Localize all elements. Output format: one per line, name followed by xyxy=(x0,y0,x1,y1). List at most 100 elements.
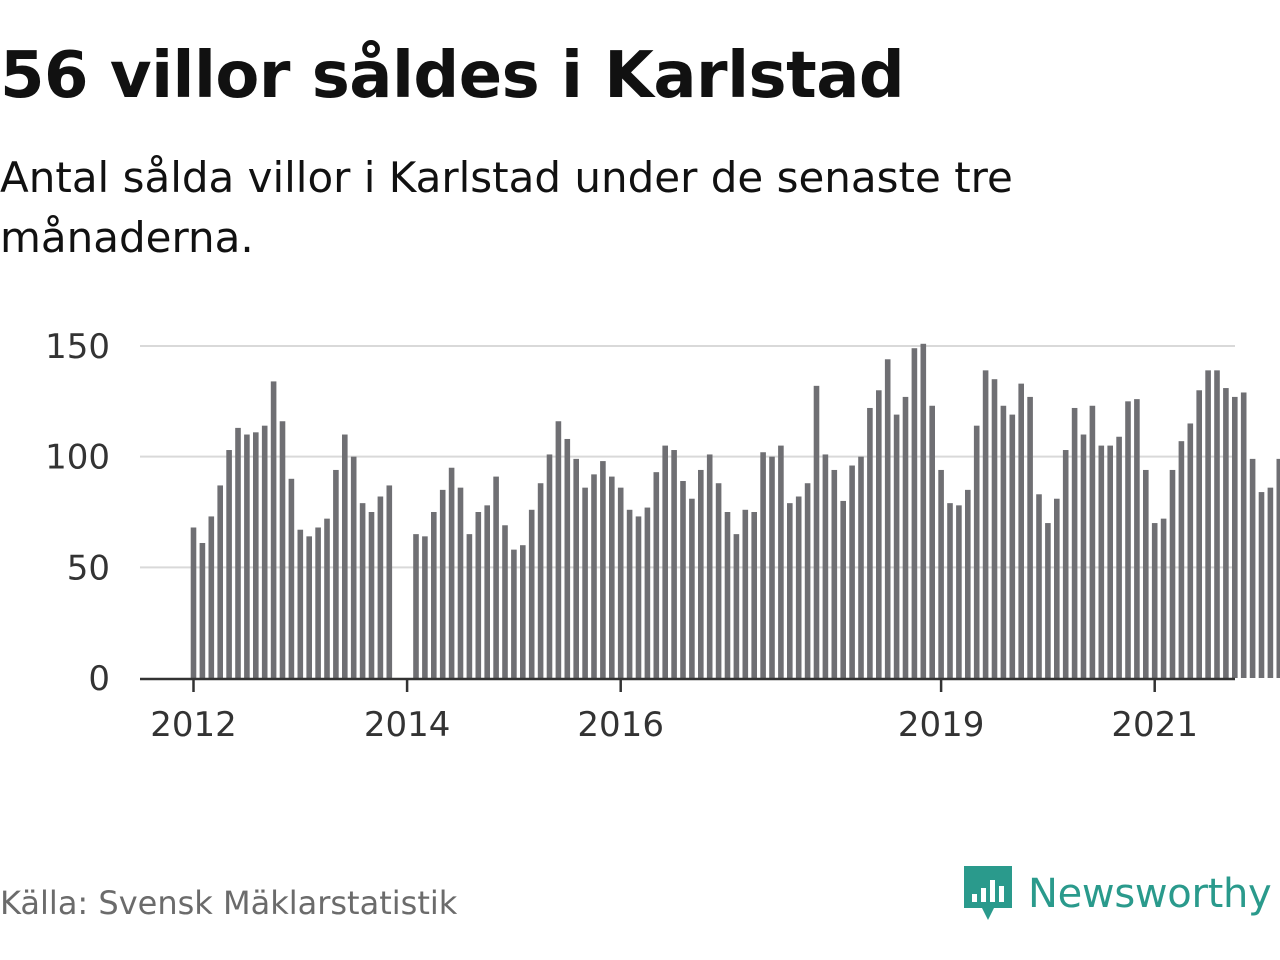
bar xyxy=(217,485,223,678)
bar xyxy=(653,472,660,678)
bar xyxy=(466,534,473,678)
bar xyxy=(1249,458,1256,678)
x-tick-label: 2019 xyxy=(898,705,985,745)
bar xyxy=(1107,445,1113,678)
bar xyxy=(502,525,508,678)
bar xyxy=(1000,405,1007,678)
bar xyxy=(689,498,695,678)
bar xyxy=(947,503,953,678)
x-tick-label: 2021 xyxy=(1111,705,1198,745)
source-note: Källa: Svensk Mäklarstatistik xyxy=(0,884,458,922)
bar xyxy=(867,407,873,678)
bar xyxy=(573,458,579,678)
bar xyxy=(324,518,330,678)
bar-chart: 050100150201220142016201920212023 56 xyxy=(45,327,1280,745)
bar xyxy=(448,467,455,678)
bar xyxy=(199,542,206,678)
x-tick-label: 2014 xyxy=(364,705,451,745)
bar xyxy=(1276,458,1280,678)
bar xyxy=(1143,469,1149,678)
axes xyxy=(140,677,1235,692)
bar xyxy=(982,370,989,678)
bar xyxy=(795,496,802,678)
bar xyxy=(297,529,304,678)
bar xyxy=(288,478,295,678)
bar xyxy=(1045,523,1051,678)
bar xyxy=(840,500,846,678)
bar xyxy=(359,503,366,678)
bar xyxy=(617,487,624,678)
tick-labels: 050100150201220142016201920212023 xyxy=(45,327,1198,745)
bars xyxy=(190,343,1280,678)
bar xyxy=(1080,434,1087,678)
bar xyxy=(769,456,775,678)
bar xyxy=(475,512,482,678)
bar xyxy=(600,461,606,678)
bar xyxy=(1160,518,1167,678)
bar xyxy=(1098,445,1105,678)
bar xyxy=(1196,390,1202,678)
bar xyxy=(1062,450,1069,678)
bar xyxy=(1223,388,1229,678)
bar xyxy=(457,487,464,678)
bar xyxy=(671,450,677,678)
bar xyxy=(235,427,241,678)
bar xyxy=(644,507,651,678)
bar xyxy=(261,425,268,678)
bar xyxy=(706,454,713,678)
bar xyxy=(609,476,615,678)
bar xyxy=(555,421,562,678)
bar xyxy=(1018,383,1024,678)
bar xyxy=(564,438,571,678)
bar xyxy=(751,512,757,678)
bar xyxy=(190,527,197,678)
y-tick-label: 0 xyxy=(88,659,110,699)
bar xyxy=(208,516,215,678)
chart-subtitle: Antal sålda villor i Karlstad under de s… xyxy=(0,153,1013,262)
bar xyxy=(1089,405,1096,678)
bar xyxy=(1178,441,1185,678)
bar xyxy=(439,489,446,678)
bar xyxy=(546,454,553,678)
bar xyxy=(849,465,855,678)
bar xyxy=(973,425,980,678)
bar xyxy=(965,489,971,678)
brand-logo: Newsworthy xyxy=(962,862,1272,926)
bar xyxy=(315,527,321,678)
bar xyxy=(493,476,499,678)
bar xyxy=(244,434,250,678)
bar xyxy=(698,469,704,678)
bar xyxy=(484,505,490,678)
bar xyxy=(1027,396,1033,678)
bar xyxy=(1036,494,1042,678)
bar xyxy=(511,549,517,678)
bar xyxy=(279,421,286,678)
bar xyxy=(1071,407,1078,678)
bar xyxy=(991,379,998,678)
gridlines xyxy=(140,345,1235,569)
bar xyxy=(742,509,749,678)
bar xyxy=(956,505,962,678)
bar xyxy=(431,512,437,678)
bar xyxy=(1267,487,1274,678)
bar xyxy=(893,414,900,678)
bar xyxy=(876,390,882,678)
bar xyxy=(520,545,526,678)
bar xyxy=(1169,469,1176,678)
bar xyxy=(422,536,428,678)
bar xyxy=(582,487,588,678)
bar xyxy=(804,483,811,678)
bar xyxy=(1187,423,1194,678)
x-tick-label: 2012 xyxy=(150,705,237,745)
bar xyxy=(368,512,375,678)
bar xyxy=(1134,399,1140,678)
bar xyxy=(1125,401,1131,678)
bar xyxy=(591,474,597,678)
bar xyxy=(1205,370,1211,678)
bar xyxy=(920,343,927,678)
bar xyxy=(306,536,312,678)
bar xyxy=(413,534,419,678)
bar xyxy=(1116,436,1122,678)
bar xyxy=(528,509,535,678)
bar xyxy=(1151,523,1158,678)
